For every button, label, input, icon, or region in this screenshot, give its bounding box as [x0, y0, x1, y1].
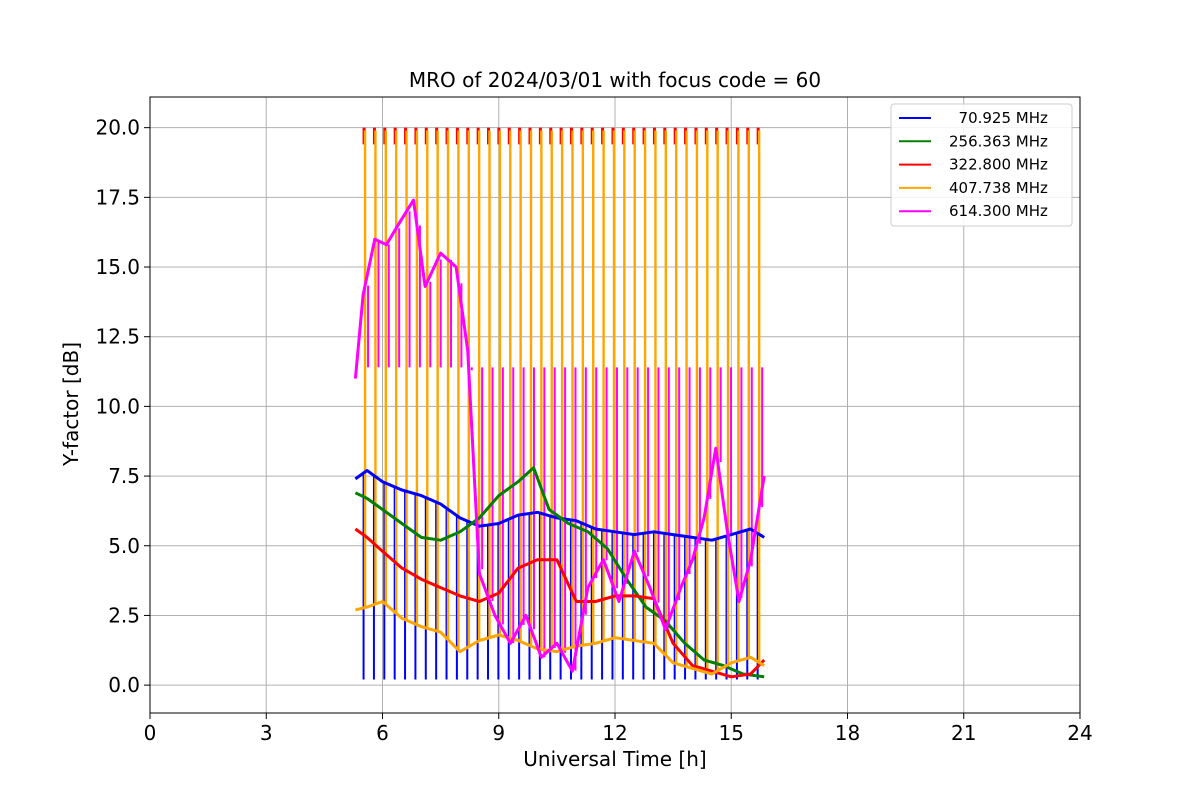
- x-tick-label: 9: [492, 721, 505, 745]
- y-tick-label: 0.0: [108, 673, 140, 697]
- y-axis: 0.0 2.5 5.0 7.5 10.0 12.5 15.0 17.5 20.0: [95, 116, 150, 697]
- plot-area: [353, 127, 766, 680]
- legend-entry: 322.800 MHz: [949, 156, 1048, 174]
- legend-entry: 614.300 MHz: [949, 202, 1048, 220]
- x-tick-label: 24: [1067, 721, 1092, 745]
- legend-box: [890, 103, 1073, 227]
- chart-title: MRO of 2024/03/01 with focus code = 60: [409, 68, 821, 92]
- y-tick-label: 7.5: [108, 464, 140, 488]
- x-axis: 0 3 6 9 12 15 18 21 24: [144, 713, 1093, 745]
- y-tick-label: 17.5: [95, 185, 140, 209]
- calibration-spikes: [362, 127, 764, 680]
- x-tick-label: 3: [260, 721, 273, 745]
- y-tick-label: 2.5: [108, 603, 140, 627]
- series-line-4: [353, 198, 766, 673]
- legend-entry: 256.363 MHz: [949, 132, 1048, 150]
- x-tick-label: 6: [376, 721, 389, 745]
- legend: 70.925 MHz 256.363 MHz 322.800 MHz 407.738 …: [890, 103, 1073, 227]
- y-tick-label: 20.0: [95, 116, 140, 140]
- legend-entry: 70.925 MHz: [949, 109, 1048, 127]
- x-axis-label: Universal Time [h]: [523, 747, 706, 771]
- x-tick-label: 12: [602, 721, 627, 745]
- y-tick-label: 5.0: [108, 534, 140, 558]
- series-lines: [353, 198, 766, 679]
- y-axis-label: Y-factor [dB]: [59, 342, 83, 467]
- legend-entry: 407.738 MHz: [949, 179, 1048, 197]
- y-tick-label: 15.0: [95, 255, 140, 279]
- series-line-2: [354, 527, 766, 679]
- y-tick-label: 10.0: [95, 394, 140, 418]
- series-line-3: [355, 600, 765, 676]
- x-tick-label: 0: [144, 721, 157, 745]
- x-tick-label: 15: [719, 721, 744, 745]
- x-tick-label: 21: [951, 721, 976, 745]
- x-tick-label: 18: [835, 721, 860, 745]
- series-line-1: [354, 466, 765, 679]
- y-tick-label: 12.5: [95, 325, 140, 349]
